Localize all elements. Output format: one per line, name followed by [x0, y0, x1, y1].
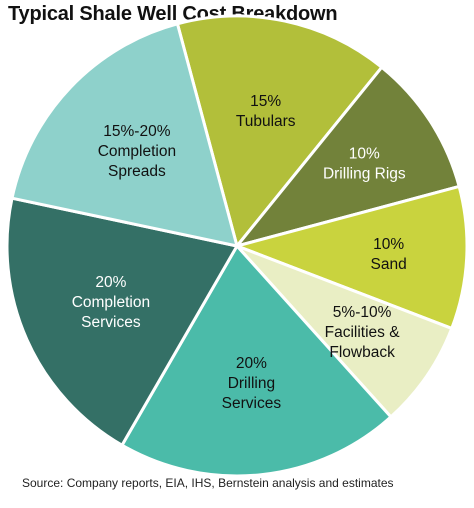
slice-label-3-line-2: Flowback	[329, 344, 395, 361]
slice-label-1: 10% Drilling Rigs	[323, 145, 406, 182]
slice-label-6-line-0: 15%-20%	[103, 123, 170, 140]
slice-label-3: 5%-10% Facilities & Flowback	[325, 304, 401, 361]
slice-label-6-line-2: Spreads	[108, 163, 166, 180]
slice-label-4-line-0: 20%	[236, 355, 267, 372]
slice-label-5: 20% Completion Services	[72, 274, 150, 331]
slice-label-2: 10% Sand	[370, 236, 406, 273]
slice-label-5-line-1: Completion	[72, 294, 150, 311]
pie-slice-2	[235, 184, 469, 330]
pie-slice-3	[235, 244, 454, 419]
slice-label-5-line-2: Services	[81, 314, 141, 331]
slice-label-3-line-0: 5%-10%	[333, 304, 392, 321]
slice-label-6: 15%-20% Completion Spreads	[98, 123, 176, 180]
slice-label-2-line-1: Sand	[370, 256, 406, 273]
slice-label-6-line-1: Completion	[98, 143, 176, 160]
slice-label-0-line-0: 15%	[250, 93, 281, 110]
slice-label-0: 15% Tubulars	[236, 93, 296, 130]
slice-label-5-line-0: 20%	[95, 274, 126, 291]
pie-slice-4	[120, 244, 393, 478]
slice-label-0-line-1: Tubulars	[236, 113, 296, 130]
slice-label-4-line-2: Services	[222, 395, 282, 412]
slice-label-4-line-1: Drilling	[228, 375, 275, 392]
slice-label-1-line-0: 10%	[349, 145, 380, 162]
pie-slice-5	[5, 196, 239, 447]
slice-label-1-line-1: Drilling Rigs	[323, 165, 406, 182]
pie-slice-6	[10, 22, 239, 248]
source-note: Source: Company reports, EIA, IHS, Berns…	[22, 476, 394, 490]
slice-label-3-line-1: Facilities &	[325, 324, 401, 341]
pie-slice-0	[175, 14, 384, 248]
slice-label-2-line-0: 10%	[373, 236, 404, 253]
slice-label-4: 20% Drilling Services	[222, 355, 282, 412]
